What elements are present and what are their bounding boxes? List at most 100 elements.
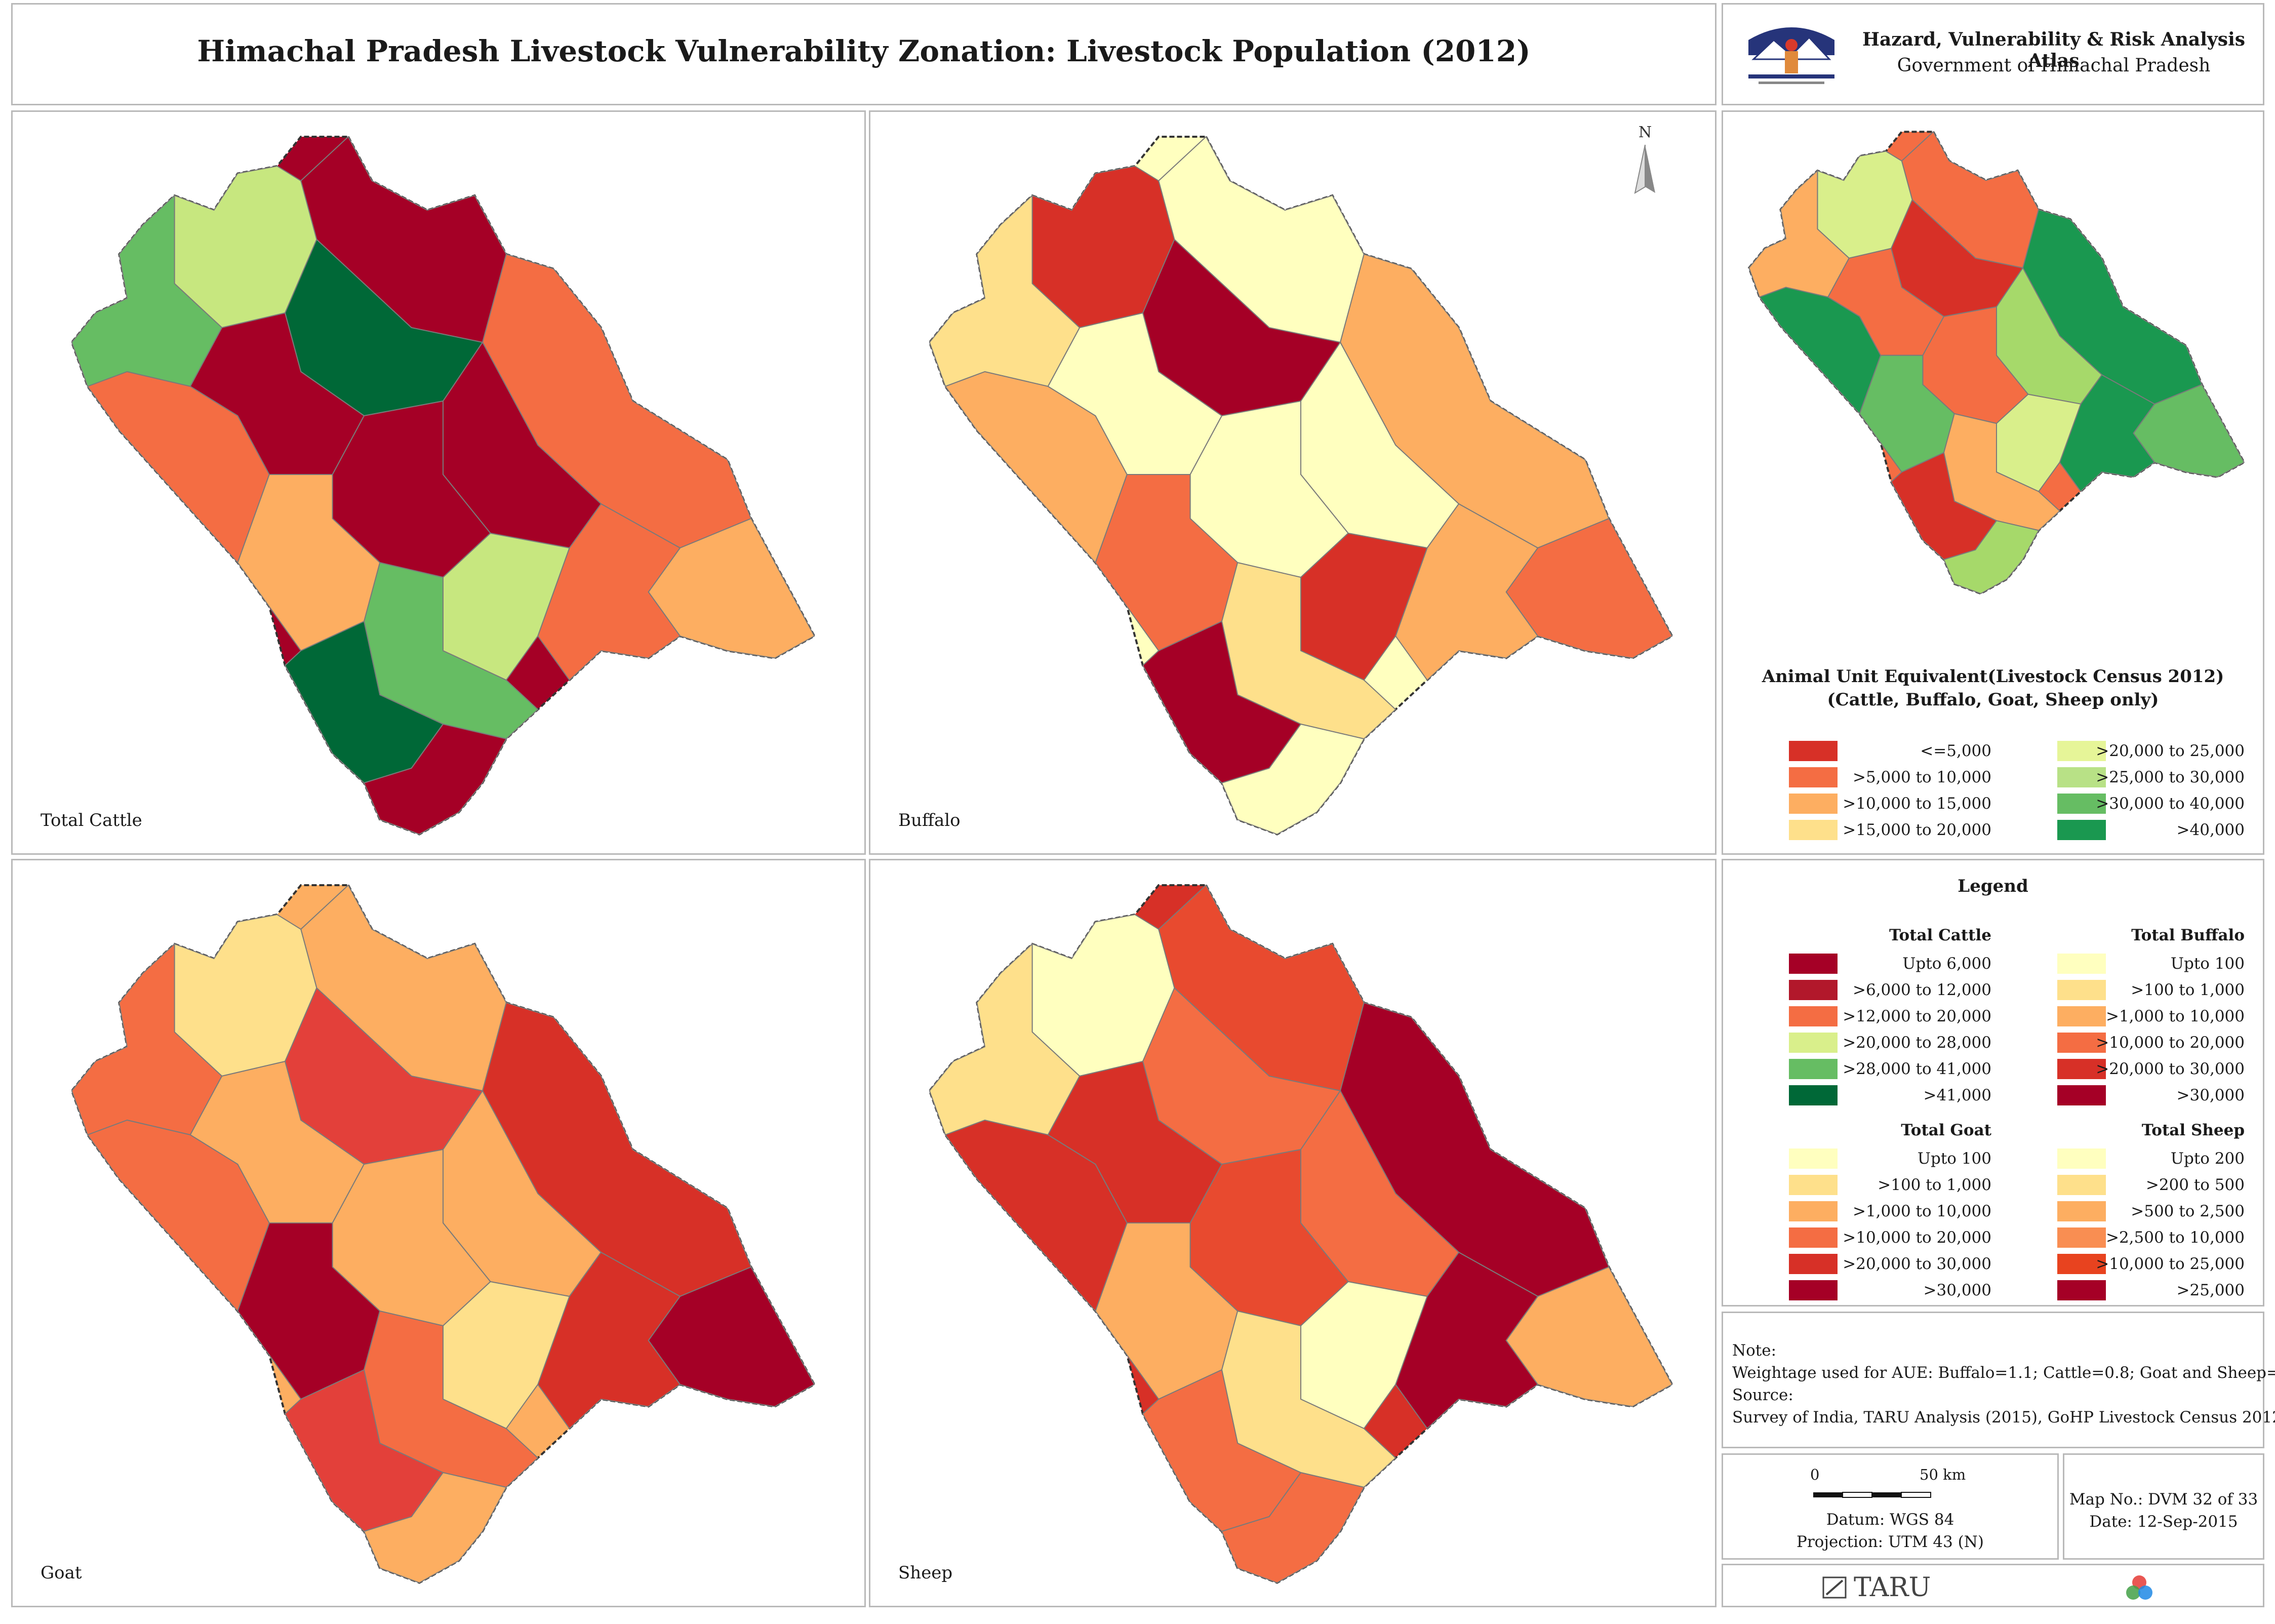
- legend-item: >5,000 to 10,000: [1723, 767, 1997, 790]
- legend-label: >100 to 1,000: [2131, 981, 2245, 999]
- legend-label: <=5,000: [1920, 742, 1991, 760]
- emblem-icon: [1748, 27, 1834, 84]
- legend-group-heading: Total Sheep: [2141, 1121, 2245, 1139]
- legend-swatch: [2057, 1175, 2106, 1195]
- legend-label: >10,000 to 15,000: [1843, 795, 1991, 813]
- legend-item: >500 to 2,500: [1991, 1201, 2255, 1224]
- legend-swatch: [1789, 1280, 1838, 1300]
- aue-legend-left: <=5,000 >5,000 to 10,000 >10,000 to 15,000…: [1723, 741, 1997, 842]
- page-title: Himachal Pradesh Livestock Vulnerability…: [197, 34, 1531, 68]
- legend-item: <=5,000: [1723, 741, 1997, 764]
- legend-label: >20,000 to 28,000: [1843, 1034, 1991, 1052]
- legend-label: >15,000 to 20,000: [1843, 821, 1991, 839]
- legend-swatch: [2057, 1033, 2106, 1053]
- legend-item: >10,000 to 20,000: [1991, 1033, 2255, 1056]
- legend-swatch: [1789, 1006, 1838, 1026]
- legend-item: >30,000 to 40,000: [1991, 794, 2255, 817]
- legend-label: Upto 100: [1917, 1150, 1991, 1168]
- legend-swatch: [2057, 1006, 2106, 1026]
- legend-swatch: [1789, 794, 1838, 814]
- legend-item: >28,000 to 41,000: [1723, 1059, 1997, 1082]
- legend-swatch: [2057, 954, 2106, 974]
- legend-swatch: [1789, 741, 1838, 761]
- legend-swatch: [1789, 1201, 1838, 1221]
- legend-item: Upto 100: [1991, 954, 2255, 977]
- aue-legend-right: >20,000 to 25,000 >25,000 to 30,000 >30,00…: [1991, 741, 2255, 842]
- legend-label: >20,000 to 30,000: [1843, 1255, 1991, 1273]
- choropleth-map: [928, 136, 1673, 836]
- legend-item: >30,000: [1991, 1085, 2255, 1108]
- map-label: Buffalo: [898, 810, 961, 830]
- projection-text: Projection: UTM 43 (N): [1797, 1533, 1984, 1551]
- legend-panel: Legend Total Cattle Upto 6,000 >6,000 to 1…: [1722, 859, 2264, 1306]
- map-label: Total Cattle: [41, 810, 142, 830]
- legend-swatch: [2057, 1085, 2106, 1105]
- legend-swatch: [2057, 1148, 2106, 1169]
- legend-label: >30,000 to 40,000: [2096, 795, 2245, 813]
- taru-logo-icon: [1822, 1576, 1847, 1599]
- choropleth-map: [70, 884, 816, 1584]
- legend-label: >200 to 500: [2145, 1176, 2245, 1194]
- legend-group-items: Upto 100 >100 to 1,000 >1,000 to 10,000 >10…: [1991, 954, 2255, 1116]
- legend-swatch: [1789, 1227, 1838, 1248]
- legend-item: >200 to 500: [1991, 1175, 2255, 1198]
- legend-swatch: [2057, 767, 2106, 787]
- legend-item: >1,000 to 10,000: [1991, 1006, 2255, 1029]
- map-panel-total-cattle: Total Cattle: [11, 110, 866, 855]
- scale-bar: [1813, 1492, 1931, 1498]
- legend-label: >30,000: [1923, 1281, 1991, 1299]
- legend-item: >1,000 to 10,000: [1723, 1201, 1997, 1224]
- legend-group-items: Upto 100 >100 to 1,000 >1,000 to 10,000 >10…: [1723, 1148, 1997, 1311]
- legend-label: >40,000: [2176, 821, 2245, 839]
- legend-label: >20,000 to 30,000: [2096, 1060, 2245, 1078]
- legend-item: >2,500 to 10,000: [1991, 1227, 2255, 1251]
- legend-item: >20,000 to 30,000: [1991, 1059, 2255, 1082]
- legend-label: >100 to 1,000: [1878, 1176, 1991, 1194]
- legend-item: >15,000 to 20,000: [1723, 820, 1997, 843]
- legend-label: >1,000 to 10,000: [1852, 1202, 1991, 1220]
- choropleth-map: [70, 136, 816, 836]
- legend-label: >25,000 to 30,000: [2096, 768, 2245, 786]
- district-region: [1221, 723, 1365, 835]
- legend-item: Upto 200: [1991, 1148, 2255, 1172]
- legend-group: Total Sheep Upto 200 >200 to 500 >500 to 2,…: [1991, 1121, 2255, 1309]
- legend-group-heading: Total Goat: [1901, 1121, 1991, 1139]
- legend-item: >10,000 to 25,000: [1991, 1254, 2255, 1277]
- scale-distance: 50 km: [1920, 1466, 1966, 1483]
- legend-item: Upto 6,000: [1723, 954, 1997, 977]
- legend-item: >41,000: [1723, 1085, 1997, 1108]
- legend-title: Legend: [1958, 876, 2028, 896]
- legend-group-items: Upto 200 >200 to 500 >500 to 2,500 >2,500 t…: [1991, 1148, 2255, 1311]
- legend-swatch: [1789, 1175, 1838, 1195]
- choropleth-map: [928, 884, 1673, 1584]
- legend-swatch: [1789, 954, 1838, 974]
- legend-group: Total Buffalo Upto 100 >100 to 1,000 >1,000…: [1991, 926, 2255, 1114]
- legend-swatch: [2057, 1201, 2106, 1221]
- map-date: Date: 12-Sep-2015: [2089, 1513, 2238, 1531]
- datum-text: Datum: WGS 84: [1826, 1511, 1954, 1529]
- legend-label: >2,500 to 10,000: [2105, 1229, 2245, 1247]
- title-panel: Himachal Pradesh Livestock Vulnerability…: [11, 3, 1717, 105]
- legend-label: >12,000 to 20,000: [1843, 1007, 1991, 1025]
- atlas-header-panel: Hazard, Vulnerability & Risk Analysis At…: [1722, 3, 2264, 105]
- legend-label: >5,000 to 10,000: [1852, 768, 1991, 786]
- source-heading: Source:: [1732, 1386, 1793, 1404]
- note-heading: Note:: [1732, 1341, 1777, 1360]
- legend-swatch: [2057, 1059, 2106, 1079]
- legend-item: >25,000: [1991, 1280, 2255, 1303]
- legend-label: >6,000 to 12,000: [1852, 981, 1991, 999]
- map-info-panel: Map No.: DVM 32 of 33 Date: 12-Sep-2015: [2063, 1453, 2264, 1560]
- legend-label: >30,000: [2176, 1086, 2245, 1104]
- legend-item: >25,000 to 30,000: [1991, 767, 2255, 790]
- legend-swatch: [1789, 1033, 1838, 1053]
- legend-label: >28,000 to 41,000: [1843, 1060, 1991, 1078]
- legend-group-items: Upto 6,000 >6,000 to 12,000 >12,000 to 20,…: [1723, 954, 1997, 1116]
- legend-label: Upto 6,000: [1902, 955, 1991, 973]
- legend-group-heading: Total Buffalo: [2131, 926, 2245, 944]
- legend-swatch: [1789, 1254, 1838, 1274]
- legend-item: >100 to 1,000: [1991, 980, 2255, 1003]
- map-label: Sheep: [898, 1563, 953, 1583]
- north-label: N: [1639, 124, 1652, 141]
- legend-label: Upto 200: [2170, 1150, 2245, 1168]
- legend-item: >6,000 to 12,000: [1723, 980, 1997, 1003]
